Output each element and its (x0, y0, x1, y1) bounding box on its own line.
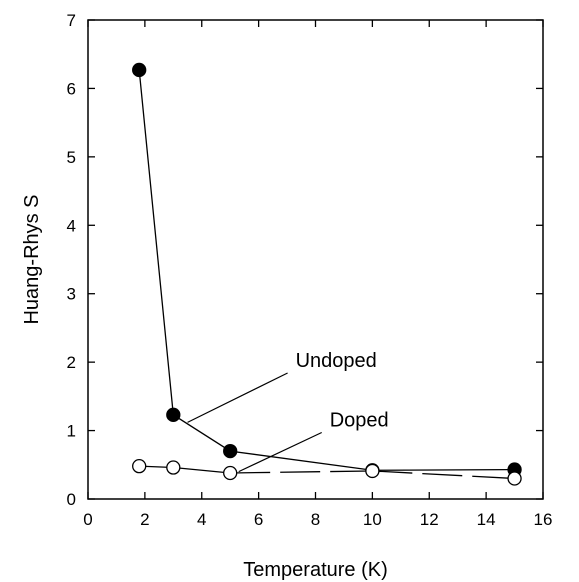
data-point-undoped (223, 443, 238, 459)
x-tick-label: 10 (363, 510, 382, 529)
y-tick-label: 6 (67, 79, 76, 98)
series-lines (138, 69, 515, 480)
series-segment-doped (230, 470, 373, 474)
y-tick-label: 3 (67, 285, 76, 304)
data-point-undoped (132, 62, 147, 78)
x-tick-label: 16 (534, 510, 553, 529)
axis-ticks (87, 19, 544, 500)
x-axis-label: Temperature (K) (243, 559, 388, 581)
x-tick-label: 2 (140, 510, 149, 529)
data-markers (132, 62, 522, 486)
x-tick-label: 4 (197, 510, 206, 529)
data-point-undoped (166, 407, 181, 422)
y-tick-label: 0 (67, 490, 76, 509)
annotations: Undoped Doped (187, 350, 389, 473)
y-axis-label: Huang-Rhys S (21, 194, 43, 324)
x-tick-label: 0 (83, 510, 92, 529)
annotation-leader (187, 372, 288, 423)
annotation-leader (238, 431, 322, 473)
x-tick-label: 14 (477, 510, 496, 529)
plot-frame (87, 19, 544, 500)
data-point-doped (223, 465, 238, 481)
y-tick-label: 1 (67, 422, 76, 441)
data-point-doped (365, 463, 380, 479)
annotation-undoped: Undoped (296, 350, 377, 372)
y-tick-label: 4 (67, 216, 76, 235)
series-segment-doped (372, 470, 515, 480)
y-tick-label: 7 (67, 11, 76, 30)
x-tick-label: 12 (420, 510, 439, 529)
series-segment-doped (173, 466, 231, 474)
annotation-doped: Doped (330, 410, 389, 432)
data-point-doped (132, 459, 147, 474)
series-line-undoped (138, 69, 515, 471)
y-tick-label: 5 (67, 148, 76, 167)
x-tick-label: 6 (254, 510, 263, 529)
data-point-doped (507, 471, 522, 486)
y-tick-label: 2 (67, 353, 76, 372)
data-point-doped (166, 460, 181, 475)
x-tick-label: 8 (311, 510, 320, 529)
